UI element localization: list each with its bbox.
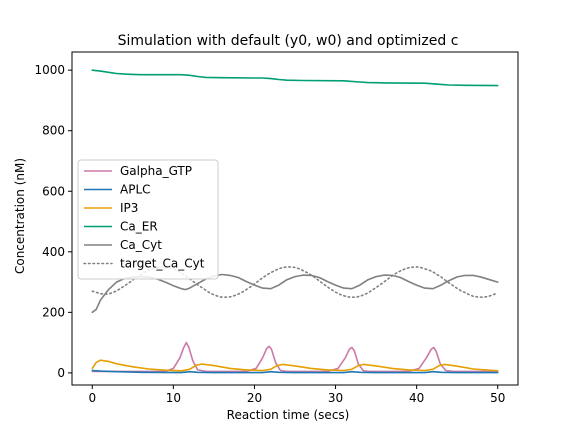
- y-tick-label: 600: [42, 184, 65, 198]
- legend-label-ca-er: Ca_ER: [120, 220, 158, 234]
- y-tick-label: 0: [57, 366, 65, 380]
- y-tick-label: 1000: [34, 63, 65, 77]
- legend-label-target-ca-cyt: target_Ca_Cyt: [120, 257, 205, 271]
- x-tick-label: 20: [247, 391, 262, 405]
- x-tick-label: 10: [166, 391, 181, 405]
- y-axis-label: Concentration (nM): [13, 158, 27, 274]
- x-tick-label: 40: [409, 391, 424, 405]
- series-line-galpha-gtp: [91, 341, 499, 373]
- legend-label-aplc: APLC: [120, 183, 151, 197]
- series-line-ca-er: [91, 69, 499, 87]
- axes-frame: [71, 51, 519, 386]
- y-tick-label: 800: [42, 124, 65, 138]
- x-axis-label: Reaction time (secs): [227, 408, 350, 422]
- y-tick-label: 400: [42, 245, 65, 259]
- legend-label-galpha-gtp: Galpha_GTP: [120, 164, 192, 178]
- chart-title: Simulation with default (y0, w0) and opt…: [118, 33, 459, 49]
- series-line-aplc: [91, 369, 499, 374]
- legend-box: [77, 159, 219, 280]
- y-tick-label: 200: [42, 305, 65, 319]
- series-line-ca-cyt: [91, 273, 499, 314]
- legend-label-ca-cyt: Ca_Cyt: [120, 238, 162, 252]
- x-tick-label: 50: [490, 391, 505, 405]
- legend: Galpha_GTP APLC IP3 Ca_ER Ca_Cyt target_Ca_Cy…: [77, 159, 219, 280]
- series-line-ip3: [91, 359, 499, 372]
- axes: 0 10 20 30 40 50 0 200 400 600 800 1000: [34, 51, 519, 405]
- series-line-target-ca-cyt: [91, 266, 499, 298]
- legend-label-ip3: IP3: [120, 201, 138, 215]
- x-tick-label: 30: [328, 391, 343, 405]
- x-tick-label: 0: [88, 391, 96, 405]
